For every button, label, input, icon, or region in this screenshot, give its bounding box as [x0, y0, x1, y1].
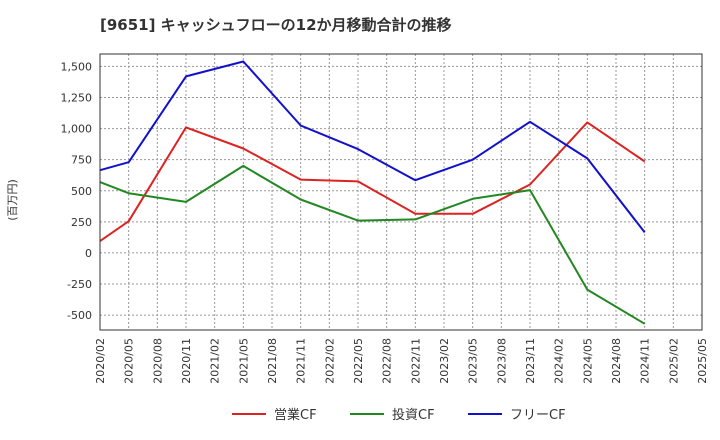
legend-label: 投資CF	[392, 407, 435, 423]
x-tick-label: 2021/05	[237, 338, 250, 384]
x-tick-label: 2024/05	[581, 338, 594, 384]
y-tick-label: 1,250	[61, 92, 93, 105]
x-tick-label: 2023/08	[495, 338, 508, 384]
x-tick-label: 2021/02	[209, 338, 222, 384]
x-tick-label: 2025/05	[696, 338, 709, 384]
x-tick-label: 2022/05	[352, 338, 365, 384]
x-tick-label: 2025/02	[667, 338, 680, 384]
x-tick-label: 2021/11	[295, 338, 308, 384]
series-line	[99, 164, 646, 325]
y-tick-label: -250	[67, 278, 92, 291]
plot-frame	[99, 53, 703, 331]
x-tick-label: 2023/11	[524, 338, 537, 384]
x-tick-label: 2023/05	[467, 338, 480, 384]
y-tick-label: 1,500	[61, 60, 93, 73]
y-tick-label: 500	[71, 185, 92, 198]
x-tick-label: 2022/08	[381, 338, 394, 384]
x-tick-label: 2020/08	[151, 338, 164, 384]
x-tick-label: 2022/11	[409, 338, 422, 384]
x-tick-label: 2024/11	[639, 338, 652, 384]
y-tick-label: 750	[71, 154, 92, 167]
x-tick-label: 2020/02	[94, 338, 107, 384]
chart-title: [9651] キャッシュフローの12か月移動合計の推移	[100, 16, 452, 34]
x-tick-label: 2024/08	[610, 338, 623, 384]
x-tick-label: 2024/02	[553, 338, 566, 384]
y-tick-labels: 1,500 1,250 1,000 750 500 250 0 -250 -500	[61, 60, 93, 322]
y-tick-label: -500	[67, 309, 92, 322]
x-tick-label: 2023/02	[438, 338, 451, 384]
series-line	[99, 121, 646, 242]
series-lines	[99, 60, 646, 325]
legend-label: フリーCF	[510, 408, 566, 423]
grid-lines	[100, 54, 702, 330]
y-tick-label: 250	[71, 216, 92, 229]
legend-label: 営業CF	[274, 407, 317, 423]
y-tick-label: 1,000	[61, 123, 93, 136]
x-tick-labels: 2020/02 2020/05 2020/08 2020/11 2021/02 2021/…	[94, 338, 709, 384]
x-tick-label: 2020/05	[123, 338, 136, 384]
y-axis-label: (百万円)	[6, 179, 19, 221]
legend: 営業CF 投資CF フリーCF	[232, 407, 566, 423]
y-tick-label: 0	[85, 247, 92, 260]
x-tick-label: 2022/02	[323, 338, 336, 384]
x-tick-label: 2020/11	[180, 338, 193, 384]
x-tick-label: 2021/08	[266, 338, 279, 384]
series-line	[99, 60, 646, 234]
